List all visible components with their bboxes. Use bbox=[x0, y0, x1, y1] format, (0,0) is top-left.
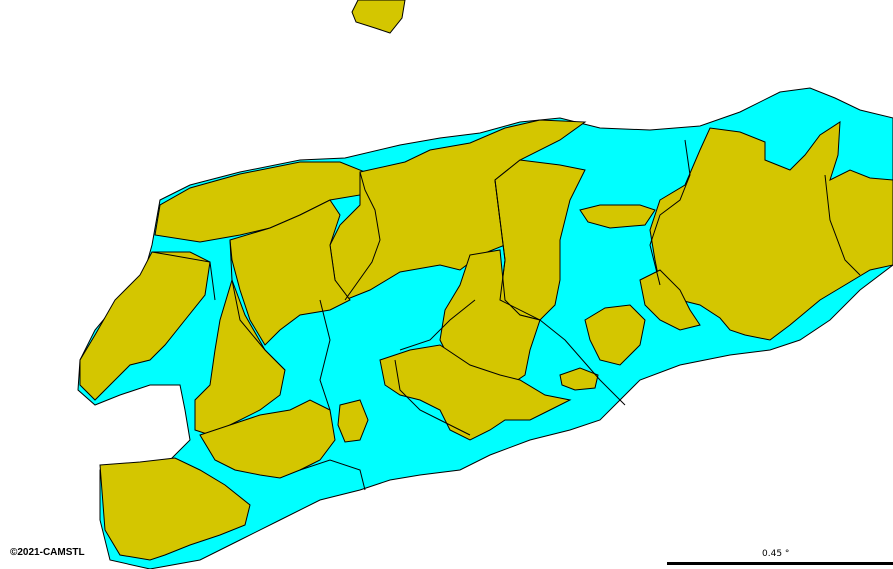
boundary-line bbox=[394, 359, 471, 436]
boundary-line bbox=[824, 174, 861, 276]
region-east-block bbox=[579, 204, 656, 229]
boundary-line bbox=[151, 251, 216, 301]
region-west-peninsula bbox=[79, 251, 211, 401]
region-small-south bbox=[337, 399, 369, 443]
region-far-east bbox=[649, 121, 893, 341]
boundary-line bbox=[229, 239, 286, 371]
region-central bbox=[229, 199, 351, 346]
region-east-peninsula bbox=[639, 269, 701, 331]
boundary-line bbox=[319, 299, 331, 411]
boundary-line bbox=[494, 179, 626, 406]
boundary-line bbox=[399, 299, 476, 351]
island-north bbox=[351, 0, 406, 34]
region-south-strip bbox=[199, 399, 336, 479]
region-east-south bbox=[584, 304, 646, 366]
copyright-text: ©2021-CAMSTL bbox=[10, 547, 85, 558]
boundary-line bbox=[299, 459, 366, 491]
boundary-line bbox=[649, 139, 691, 286]
map-regions-olive bbox=[79, 0, 893, 561]
scale-label: 0.45 ° bbox=[762, 549, 790, 559]
map-boundaries bbox=[151, 139, 861, 491]
scale-bar bbox=[667, 562, 893, 565]
region-southwest-coast bbox=[99, 457, 251, 561]
region-east-south-small bbox=[559, 367, 599, 391]
region-south-lake-shore bbox=[379, 344, 572, 441]
boundary-line bbox=[344, 171, 381, 301]
